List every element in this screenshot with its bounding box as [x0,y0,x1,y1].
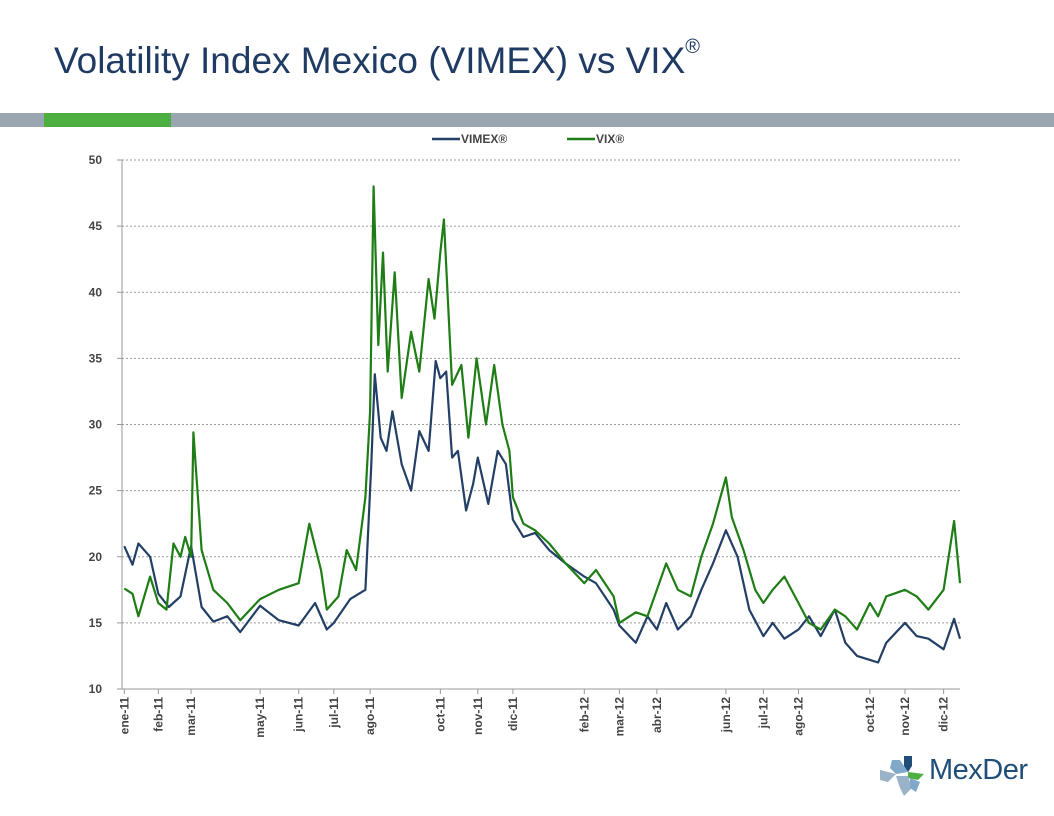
x-tick-label: jun-12 [719,697,733,734]
x-tick-label: ago-12 [791,697,805,736]
x-tick-label: jun-11 [292,697,306,733]
x-tick-label: dic-12 [937,697,951,732]
x-tick-label: ene-11 [117,697,131,735]
y-tick-label: 40 [89,285,103,299]
slide-title-text: Volatility Index Mexico (VIMEX) vs VIX [54,40,686,81]
x-tick-label: abr-12 [650,697,664,733]
legend-label: VIMEX® [461,132,507,146]
series-line [123,359,962,664]
x-tick-label: jul-12 [756,697,770,730]
x-tick-label: nov-12 [898,697,912,736]
y-tick-label: 15 [89,616,103,630]
y-tick-label: 10 [89,682,103,696]
registered-mark: ® [685,36,701,58]
legend-label: VIX® [596,132,624,146]
x-tick-label: dic-11 [506,697,520,731]
x-axis: ene-11 feb-11 mar-11 may-11 jun-11 jul-11 ago-… [117,688,960,738]
x-tick-label: nov-11 [471,697,485,735]
y-tick-label: 30 [89,418,103,432]
x-tick-label: oct-12 [863,697,877,733]
y-tick-label: 25 [89,484,103,498]
chart-gridlines [122,159,960,624]
header-divider-band [0,113,1054,127]
x-tick-label: may-11 [253,697,267,738]
chart-legend: VIMEX® VIX® [432,132,624,146]
x-tick-label: mar-11 [184,697,198,736]
slide-title: Volatility Index Mexico (VIMEX) vs VIX® [54,36,700,82]
x-tick-label: feb-12 [577,697,591,733]
logo-text: MexDer [929,754,1028,786]
chart-series [123,185,962,664]
header-accent-bar [44,113,171,127]
x-tick-label: oct-11 [433,697,447,732]
y-tick-label: 45 [89,219,103,233]
x-tick-label: feb-11 [151,697,165,732]
x-tick-label: mar-12 [612,697,626,737]
y-tick-label: 20 [89,550,103,564]
y-tick-label: 35 [89,351,103,365]
y-axis: 10 15 20 25 30 35 40 45 50 [89,153,123,696]
y-tick-label: 50 [89,153,103,167]
mexder-logo-icon [880,756,924,796]
series-line [123,185,962,631]
x-tick-label: ago-11 [363,697,377,735]
x-tick-label: jul-11 [327,697,341,729]
